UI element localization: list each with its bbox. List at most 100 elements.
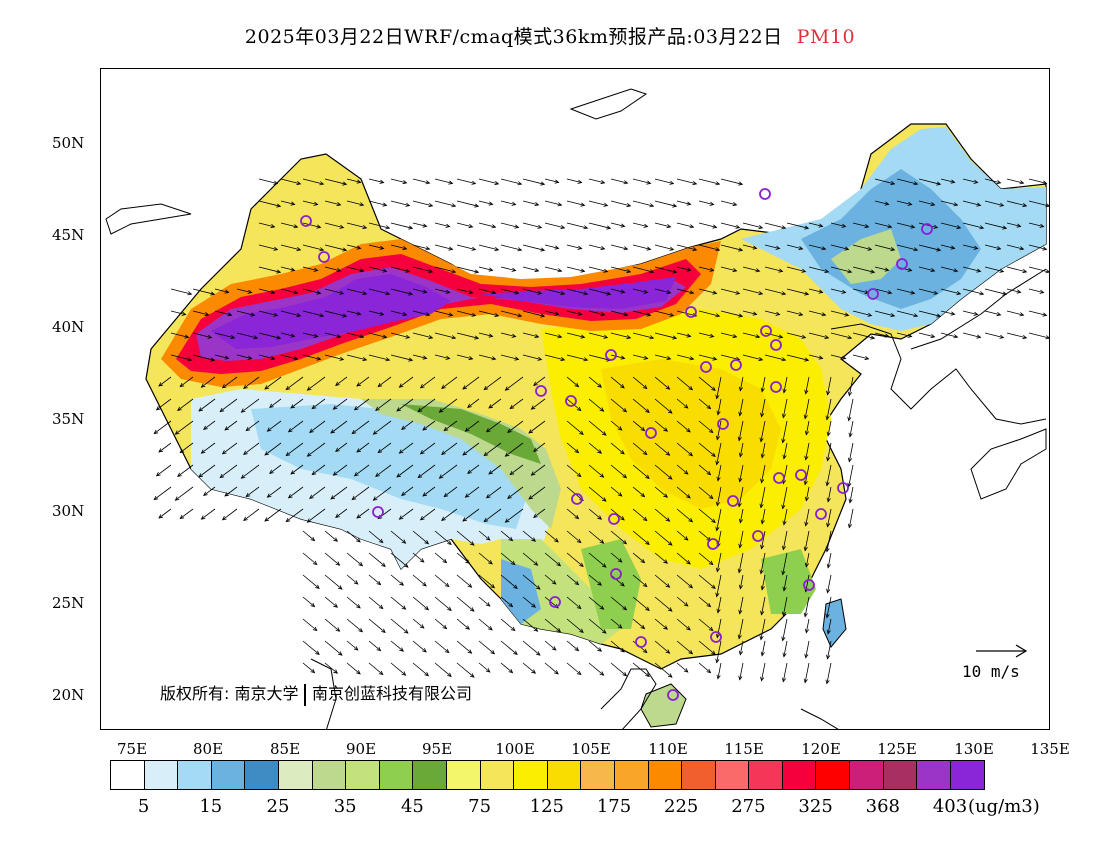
station-marker bbox=[535, 385, 547, 397]
colorbar-swatch-11 bbox=[480, 761, 515, 789]
lon-label-105e: 105E bbox=[571, 740, 611, 758]
map-title: 2025年03月22日WRF/cmaq模式36km预报产品:03月22日 PM10 bbox=[0, 22, 1100, 49]
lat-label-45n: 45N bbox=[52, 226, 85, 244]
colorbar-swatch-21 bbox=[816, 761, 851, 789]
station-marker bbox=[730, 359, 742, 371]
lat-label-50n: 50N bbox=[52, 134, 85, 152]
colorbar-swatch-4 bbox=[245, 761, 279, 789]
colorbar-swatch-16 bbox=[648, 761, 683, 789]
copyright-right: 南京创蓝科技有限公司 bbox=[311, 684, 472, 703]
lat-label-20n: 20N bbox=[52, 686, 85, 704]
colorbar-swatch-18 bbox=[715, 761, 750, 789]
station-marker bbox=[707, 538, 719, 550]
colorbar-tick-label: 175 bbox=[596, 796, 632, 817]
wind-vector-field bbox=[153, 178, 1049, 685]
station-marker bbox=[635, 636, 647, 648]
station-marker bbox=[752, 530, 764, 542]
station-marker bbox=[921, 223, 933, 235]
colorbar-tick-label: 225 bbox=[664, 796, 699, 817]
colorbar-tick-label: 45 bbox=[400, 796, 424, 817]
station-marker bbox=[710, 631, 722, 643]
colorbar-swatch-12 bbox=[514, 761, 548, 789]
colorbar-swatch-9 bbox=[413, 761, 447, 789]
station-marker bbox=[867, 288, 879, 300]
lon-label-130e: 130E bbox=[954, 740, 994, 758]
lat-label-25n: 25N bbox=[52, 594, 85, 612]
station-marker bbox=[565, 395, 577, 407]
lat-label-40n: 40N bbox=[52, 318, 85, 336]
colorbar-swatch-20 bbox=[782, 761, 817, 789]
station-marker bbox=[815, 508, 827, 520]
station-marker bbox=[803, 579, 815, 591]
station-marker bbox=[773, 472, 785, 484]
colorbar-swatch-13 bbox=[547, 761, 582, 789]
colorbar-swatch-3 bbox=[211, 761, 246, 789]
colorbar-tick-label: 403 bbox=[932, 796, 968, 817]
colorbar-tick-label: 5 bbox=[137, 796, 150, 817]
colorbar-tick-label: 125 bbox=[529, 796, 564, 817]
colorbar-tick-label: 275 bbox=[731, 796, 766, 817]
station-marker bbox=[571, 493, 583, 505]
lon-label-125e: 125E bbox=[877, 740, 917, 758]
station-marker bbox=[700, 361, 712, 373]
station-marker bbox=[685, 306, 697, 318]
colorbar-swatch-10 bbox=[446, 761, 481, 789]
colorbar-swatch-2 bbox=[178, 761, 212, 789]
copyright-notice: 版权所有: 南京大学 南京创蓝科技有限公司 bbox=[160, 680, 472, 706]
colorbar-swatch-8 bbox=[379, 761, 414, 789]
station-marker bbox=[549, 596, 561, 608]
colorbar-swatch-1 bbox=[144, 761, 179, 789]
station-marker bbox=[667, 689, 679, 701]
colorbar-tick-label: 75 bbox=[468, 796, 492, 817]
colorbar-tick-label: 368 bbox=[865, 796, 900, 817]
colorbar-tick-label: 325 bbox=[798, 796, 833, 817]
station-marker bbox=[759, 188, 771, 200]
pm10-concentration-map bbox=[105, 88, 1049, 729]
station-marker bbox=[372, 506, 384, 518]
colorbar-tick-label: 15 bbox=[199, 796, 223, 817]
station-marker bbox=[610, 568, 622, 580]
colorbar-unit: (ug/m3) bbox=[968, 796, 1040, 817]
colorbar-swatch-15 bbox=[614, 761, 649, 789]
lon-label-115e: 115E bbox=[724, 740, 764, 758]
colorbar-swatch-14 bbox=[581, 761, 615, 789]
station-marker bbox=[300, 215, 312, 227]
colorbar-tick-label: 25 bbox=[266, 796, 290, 817]
colorbar-swatch-25 bbox=[950, 761, 985, 789]
station-marker bbox=[318, 251, 330, 263]
colorbar-tick-label: 35 bbox=[333, 796, 357, 817]
title-pollutant: PM10 bbox=[796, 26, 856, 48]
lon-label-100e: 100E bbox=[495, 740, 535, 758]
station-markers bbox=[300, 188, 933, 701]
lon-label-120e: 120E bbox=[801, 740, 841, 758]
colorbar bbox=[110, 760, 986, 790]
station-marker bbox=[795, 469, 807, 481]
copyright-divider bbox=[304, 683, 306, 706]
station-marker bbox=[605, 349, 617, 361]
wind-reference-label: 10 m/s bbox=[962, 662, 1020, 681]
station-marker bbox=[896, 258, 908, 270]
coastline bbox=[105, 88, 1047, 729]
concentration-fill bbox=[145, 123, 1047, 728]
lat-label-35n: 35N bbox=[52, 410, 85, 428]
lon-label-75e: 75E bbox=[116, 740, 148, 758]
station-marker bbox=[770, 381, 782, 393]
lon-label-90e: 90E bbox=[345, 740, 377, 758]
station-marker bbox=[837, 482, 849, 494]
colorbar-swatch-0 bbox=[111, 761, 145, 789]
lon-label-135e: 135E bbox=[1030, 740, 1070, 758]
lon-label-80e: 80E bbox=[192, 740, 224, 758]
lon-label-95e: 95E bbox=[421, 740, 453, 758]
lon-label-85e: 85E bbox=[269, 740, 301, 758]
station-marker bbox=[608, 513, 620, 525]
copyright-left: 版权所有: 南京大学 bbox=[160, 684, 299, 703]
map-panel bbox=[100, 68, 1050, 730]
colorbar-swatch-19 bbox=[749, 761, 783, 789]
title-main: 2025年03月22日WRF/cmaq模式36km预报产品:03月22日 bbox=[244, 26, 783, 48]
colorbar-swatch-7 bbox=[346, 761, 380, 789]
lon-label-110e: 110E bbox=[648, 740, 688, 758]
colorbar-swatch-5 bbox=[278, 761, 313, 789]
station-marker bbox=[645, 427, 657, 439]
colorbar-swatch-23 bbox=[883, 761, 918, 789]
station-marker bbox=[760, 325, 772, 337]
